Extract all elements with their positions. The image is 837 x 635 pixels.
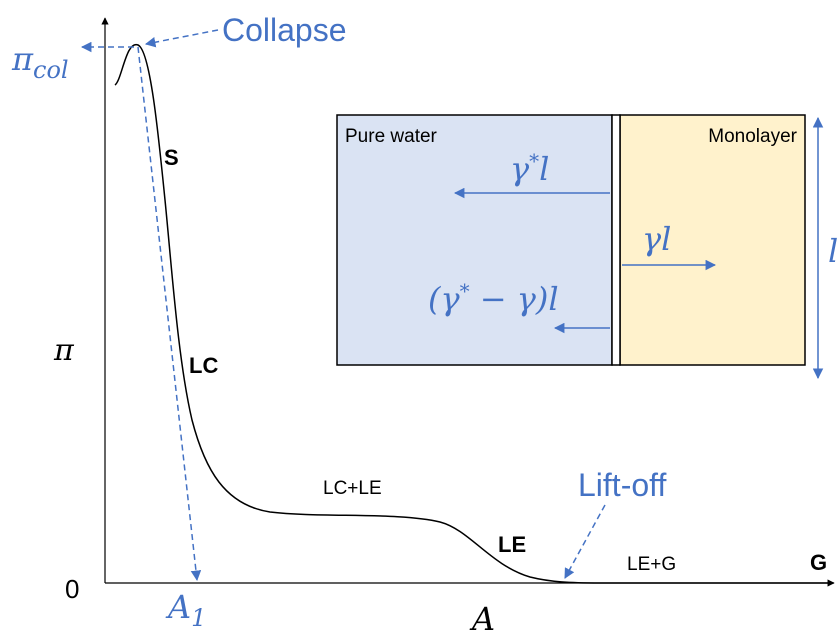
sub: col (33, 56, 69, 84)
label: S (164, 145, 179, 170)
pre: (γ (428, 280, 460, 318)
math-label: πcol (11, 40, 69, 84)
water-region (336, 114, 613, 366)
label: G (810, 550, 827, 575)
axis-label: 0 (65, 574, 79, 604)
base: A (165, 588, 191, 626)
base: π (11, 40, 34, 78)
extrapolation-line (137, 46, 202, 582)
math-label: l (828, 232, 837, 270)
label: LC (189, 353, 218, 378)
sup: * (460, 279, 470, 303)
post: − γ)l (470, 280, 559, 318)
math-label: γ*l (510, 149, 549, 188)
barrier (611, 114, 621, 366)
axis-label: π (53, 333, 75, 368)
math-label: A1 (165, 588, 206, 632)
math-label: γl (642, 220, 671, 258)
label: Collapse (222, 12, 347, 48)
leader (564, 504, 606, 579)
base: γ (510, 150, 530, 188)
sub: 1 (191, 604, 206, 632)
label: LE+G (627, 554, 676, 575)
label: LE (498, 532, 526, 557)
label: Pure water (345, 126, 438, 147)
label: Monolayer (708, 126, 797, 147)
label: LC+LE (323, 478, 382, 499)
axis-label: A (469, 600, 495, 635)
label: Lift-off (578, 467, 666, 503)
math-label: (γ* − γ)l (428, 279, 559, 318)
isotherm-curve (114, 44, 830, 584)
tail: l (539, 150, 549, 188)
sup: * (529, 149, 539, 173)
leader (144, 29, 219, 48)
monolayer-region (619, 114, 806, 366)
